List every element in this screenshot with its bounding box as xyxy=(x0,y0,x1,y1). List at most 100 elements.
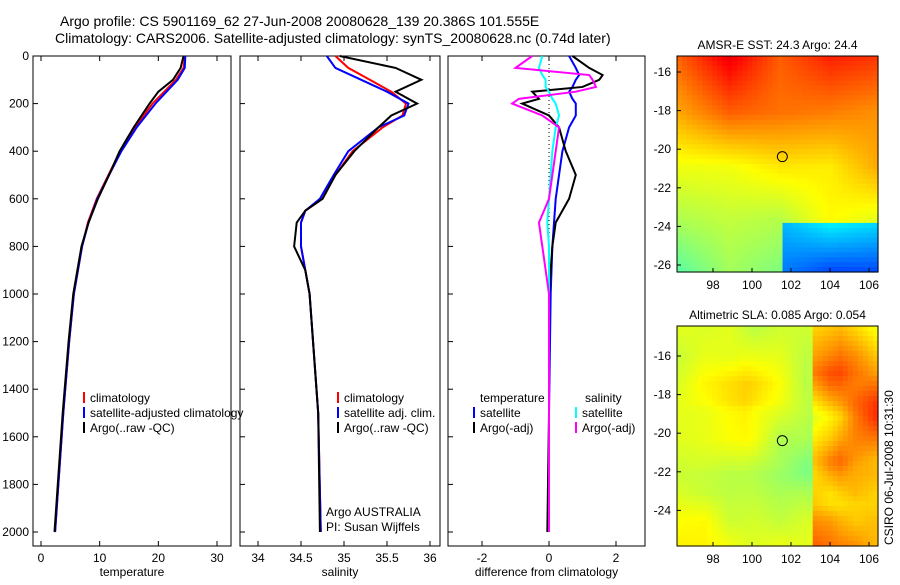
heatmap-cell xyxy=(777,411,784,417)
heatmap-cell xyxy=(712,516,718,522)
heatmap-cell xyxy=(802,222,809,229)
heatmap-cell xyxy=(802,100,809,106)
heatmap-cell xyxy=(857,100,864,106)
heatmap-cell xyxy=(722,188,728,195)
heatmap-cell xyxy=(707,114,713,121)
heatmap-cell xyxy=(872,496,879,502)
heatmap-cell xyxy=(737,90,743,96)
heatmap-cell xyxy=(747,471,753,477)
heatmap-cell xyxy=(807,139,814,145)
heatmap-cell xyxy=(697,262,703,268)
heatmap-cell xyxy=(782,100,789,106)
heatmap-cell xyxy=(717,536,723,542)
heatmap-cell xyxy=(697,531,703,537)
heatmap-cell xyxy=(847,65,854,72)
heatmap-cell xyxy=(742,85,748,91)
heatmap-cell xyxy=(842,326,849,332)
heatmap-cell xyxy=(702,341,708,347)
heatmap-cell xyxy=(807,541,814,547)
heatmap-cell xyxy=(692,521,698,527)
heatmap-cell xyxy=(677,164,683,170)
heatmap-cell xyxy=(722,173,728,180)
heatmap-cell xyxy=(872,154,879,160)
heatmap-cell xyxy=(802,183,809,190)
heatmap-cell xyxy=(777,110,784,116)
heatmap-cell xyxy=(762,164,769,170)
heatmap-cell xyxy=(862,456,869,462)
heatmap-cell xyxy=(712,416,718,422)
x-tick-label: 2 xyxy=(613,551,620,565)
heatmap-cell xyxy=(677,361,683,367)
heatmap-cell xyxy=(842,193,849,199)
heatmap-cell xyxy=(862,85,869,91)
heatmap-cell xyxy=(742,406,748,412)
heatmap-cell xyxy=(777,105,784,111)
heatmap-cell xyxy=(812,232,819,239)
heatmap-cell xyxy=(692,371,698,377)
heatmap-cell xyxy=(767,80,774,87)
heatmap-cell xyxy=(767,213,774,219)
heatmap-cell xyxy=(682,441,688,447)
y-tick-label: -22 xyxy=(654,181,672,195)
heatmap-cell xyxy=(852,481,859,487)
heatmap-cell xyxy=(757,134,764,141)
heatmap-cell xyxy=(712,267,718,273)
annotation-line: Argo AUSTRALIA xyxy=(326,505,421,519)
heatmap-cell xyxy=(752,536,758,542)
heatmap-cell xyxy=(867,416,874,422)
heatmap-cell xyxy=(872,426,879,432)
heatmap-cell xyxy=(852,326,859,332)
heatmap-cell xyxy=(792,371,799,377)
heatmap-cell xyxy=(842,139,849,145)
heatmap-cell xyxy=(827,351,834,357)
heatmap-cell xyxy=(722,521,728,527)
heatmap-cell xyxy=(862,391,869,397)
heatmap-cell xyxy=(752,411,758,417)
heatmap-cell xyxy=(842,401,849,407)
heatmap-cell xyxy=(692,406,698,412)
heatmap-cell xyxy=(802,526,809,532)
heatmap-cell xyxy=(797,386,804,392)
heatmap-cell xyxy=(762,381,769,387)
heatmap-cell xyxy=(757,386,764,392)
heatmap-cell xyxy=(707,486,713,492)
heatmap-cell xyxy=(867,511,874,517)
heatmap-cell xyxy=(762,267,769,273)
heatmap-cell xyxy=(702,541,708,547)
heatmap-cell xyxy=(682,406,688,412)
heatmap-cell xyxy=(852,65,859,72)
heatmap-cell xyxy=(847,456,854,462)
heatmap-cell xyxy=(772,242,779,249)
heatmap-cell xyxy=(742,188,748,195)
heatmap-cell xyxy=(767,237,774,244)
heatmap-cell xyxy=(802,154,809,160)
heatmap-cell xyxy=(682,461,688,467)
heatmap-cell xyxy=(797,100,804,106)
heatmap-cell xyxy=(782,331,789,337)
heatmap-cell xyxy=(757,456,764,462)
heatmap-cell xyxy=(682,511,688,517)
heatmap-cell xyxy=(822,421,829,427)
heatmap-cell xyxy=(747,198,753,204)
heatmap-cell xyxy=(687,164,693,170)
heatmap-cell xyxy=(787,536,794,542)
heatmap-cell xyxy=(717,326,723,332)
heatmap-cell xyxy=(687,421,693,427)
heatmap-cell xyxy=(702,346,708,352)
heatmap-cell xyxy=(727,218,733,224)
heatmap-cell xyxy=(737,232,743,239)
heatmap-cell xyxy=(847,198,854,204)
heatmap-cell xyxy=(852,471,859,477)
heatmap-cell xyxy=(862,168,869,175)
heatmap-cell xyxy=(852,501,859,507)
heatmap-cell xyxy=(772,526,779,532)
heatmap-cell xyxy=(787,124,794,131)
heatmap-cell xyxy=(822,386,829,392)
heatmap-cell xyxy=(762,326,769,332)
heatmap-cell xyxy=(872,237,879,244)
heatmap-cell xyxy=(837,193,844,199)
heatmap-cell xyxy=(722,386,728,392)
heatmap-cell xyxy=(822,129,829,136)
heatmap-cell xyxy=(762,441,769,447)
heatmap-cell xyxy=(682,237,688,244)
